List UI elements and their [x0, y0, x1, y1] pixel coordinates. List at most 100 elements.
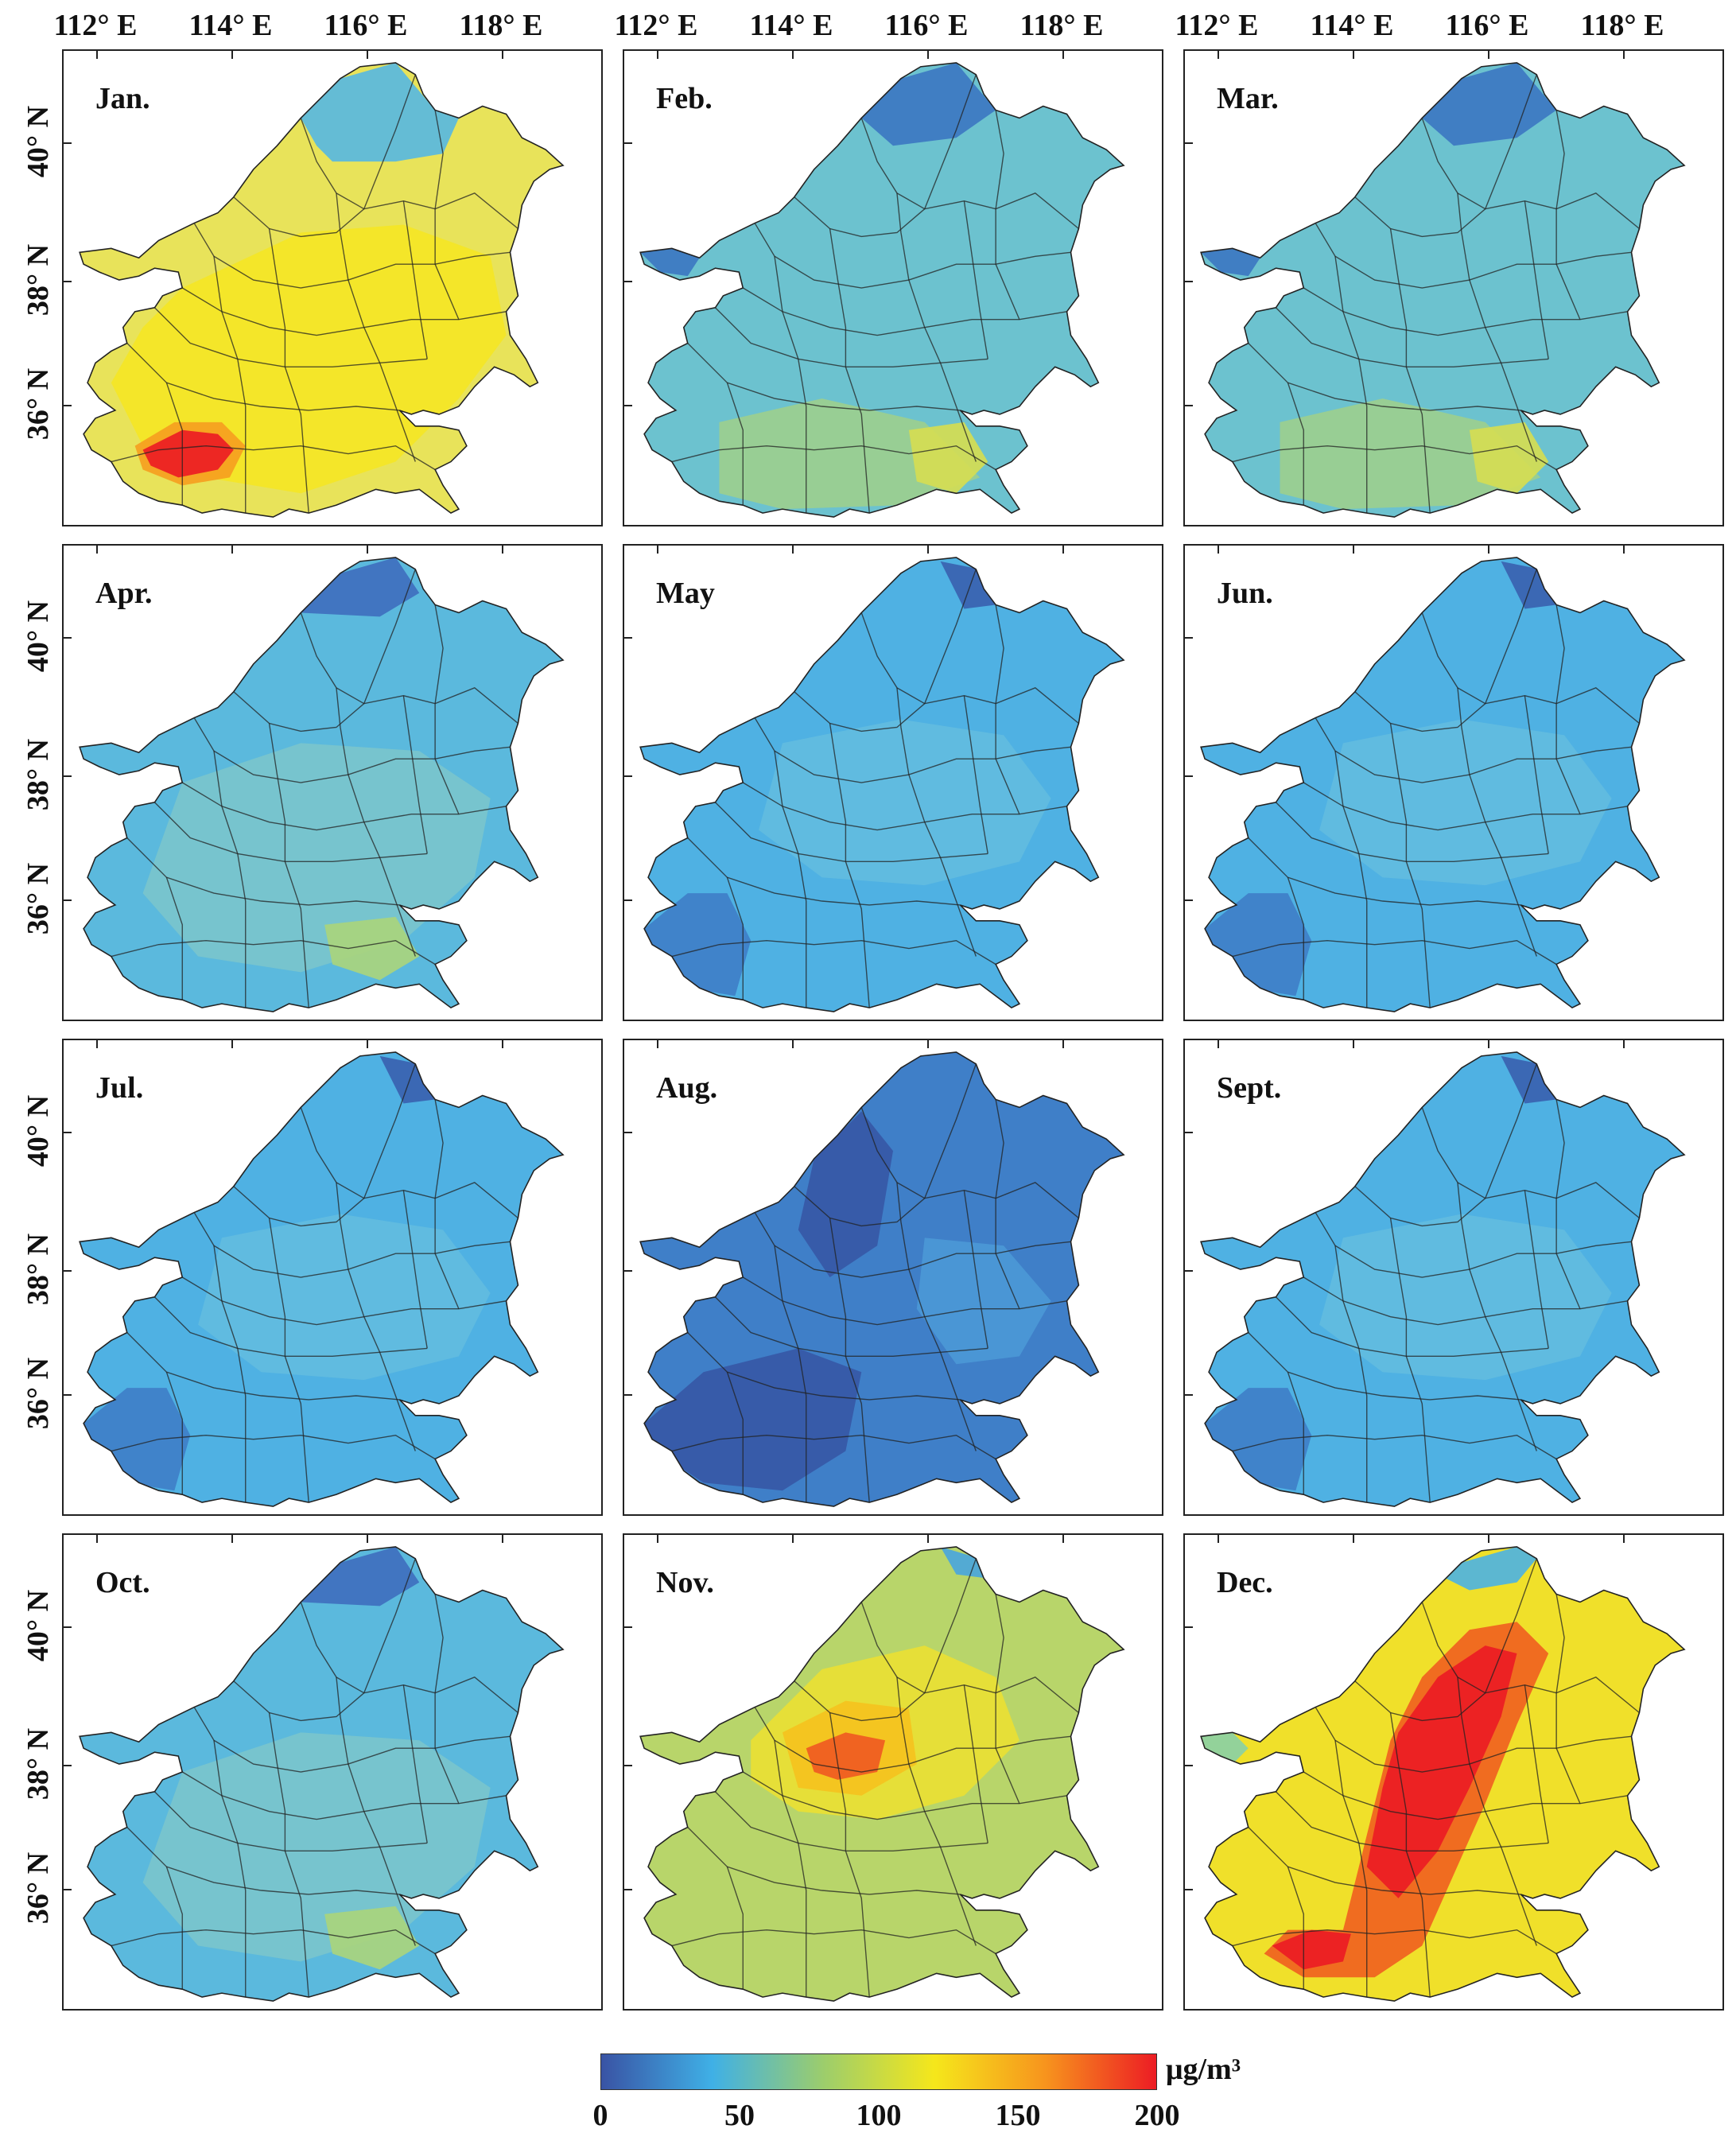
city-boundary [1555, 1594, 1581, 1805]
lat-tick-mark [1185, 899, 1193, 901]
city-boundary [1389, 228, 1431, 514]
colorbar-label-0: 0 [592, 2099, 608, 2132]
region-map [639, 1051, 1125, 1507]
region-outline [639, 1051, 1125, 1507]
city-boundary [402, 1190, 428, 1349]
city-boundary [111, 939, 436, 965]
city-boundary [165, 876, 183, 1000]
concentration-area [1446, 1546, 1537, 1591]
city-boundary [726, 876, 744, 1000]
city-boundary [300, 118, 518, 230]
lon-tick-mark [927, 1040, 929, 1048]
concentration-area [1272, 1929, 1351, 1970]
concentration-area [142, 429, 234, 478]
lat-label-36: 36° N [21, 367, 55, 441]
lat-tick-mark [624, 1765, 632, 1766]
map-panel: Dec. [1183, 1533, 1724, 2011]
lon-tick-mark [1488, 546, 1489, 554]
region-outline [79, 62, 565, 518]
city-boundary [726, 1866, 744, 1990]
lon-tick-mark [1623, 51, 1625, 59]
lon-tick-mark [1218, 546, 1219, 554]
city-boundary [829, 1712, 870, 1998]
lat-tick-mark [624, 142, 632, 144]
concentration-area [1205, 893, 1312, 997]
concentration-area [301, 557, 420, 617]
city-boundary [829, 228, 870, 514]
city-boundary [860, 612, 1079, 725]
city-boundary [1421, 1107, 1640, 1219]
lon-tick-mark [1353, 1535, 1354, 1543]
city-boundary [671, 1929, 996, 1955]
city-boundary [794, 196, 926, 238]
concentration-area [1319, 719, 1612, 886]
city-boundary [742, 1276, 1067, 1326]
colorbar-label-50: 50 [724, 2099, 755, 2132]
concentration-area [798, 1111, 893, 1277]
concentration-area [301, 1546, 420, 1607]
city-boundary [233, 1186, 365, 1227]
lat-tick-mark [64, 1626, 72, 1628]
lat-label-40: 40° N [21, 1589, 55, 1662]
city-boundary [1248, 837, 1521, 906]
city-boundary [726, 382, 744, 506]
concentration-area [142, 743, 491, 973]
lon-tick-mark [1353, 51, 1354, 59]
city-boundary [687, 837, 961, 906]
city-boundary [1457, 1182, 1537, 1451]
city-boundary [363, 1063, 416, 1199]
city-boundary [181, 1276, 507, 1326]
city-boundary [671, 1434, 996, 1460]
region-outline [1200, 62, 1686, 518]
region-map [1200, 557, 1686, 1012]
lon-tick-mark [1062, 546, 1064, 554]
lat-tick-mark [64, 1394, 72, 1396]
lat-tick-mark [1185, 281, 1193, 282]
lon-tick-mark [502, 1535, 503, 1543]
city-boundary [1334, 1740, 1368, 1998]
city-boundary [1485, 1558, 1537, 1693]
colorbar-unit: μg/m³ [1166, 2053, 1241, 2086]
city-boundary [434, 1099, 460, 1310]
lon-tick-mark [502, 546, 503, 554]
month-label: Feb. [656, 82, 713, 115]
city-boundary [1457, 687, 1537, 957]
city-boundary [742, 287, 1067, 336]
lon-tick-mark [657, 546, 658, 554]
lon-tick-mark [792, 546, 794, 554]
lon-tick-mark [231, 546, 233, 554]
lon-tick-mark [1353, 546, 1354, 554]
city-boundary [233, 1680, 365, 1722]
map-panel: Jul. [62, 1039, 603, 1516]
city-boundary [126, 837, 400, 906]
lon-tick-mark [1062, 51, 1064, 59]
city-boundary [860, 1602, 1079, 1714]
region-map [639, 1546, 1125, 2002]
city-boundary [726, 1371, 744, 1495]
lat-tick-mark [624, 405, 632, 406]
lat-label-38: 38° N [21, 1233, 55, 1306]
city-boundary [794, 691, 926, 732]
city-boundary [1232, 1434, 1557, 1460]
city-boundary [1524, 1190, 1549, 1349]
city-boundary [213, 256, 247, 514]
lat-tick-mark [1185, 637, 1193, 639]
city-boundary [268, 228, 309, 514]
region-outline [79, 1051, 565, 1507]
city-boundary [924, 1558, 977, 1693]
city-boundary [181, 782, 507, 831]
lat-label-36: 36° N [21, 1851, 55, 1925]
city-boundary [860, 118, 1079, 230]
lon-tick-mark [1488, 1040, 1489, 1048]
lon-tick-mark [96, 546, 98, 554]
city-boundary [434, 604, 460, 815]
lon-tick-mark [657, 1040, 658, 1048]
concentration-area [806, 1732, 886, 1780]
month-label: Apr. [95, 577, 153, 610]
map-panel: Jun. [1183, 544, 1724, 1021]
city-boundary [1485, 1063, 1537, 1199]
city-boundary [963, 1684, 988, 1844]
city-boundary [1421, 612, 1640, 725]
lat-tick-mark [1185, 142, 1193, 144]
city-boundary [1457, 192, 1537, 462]
